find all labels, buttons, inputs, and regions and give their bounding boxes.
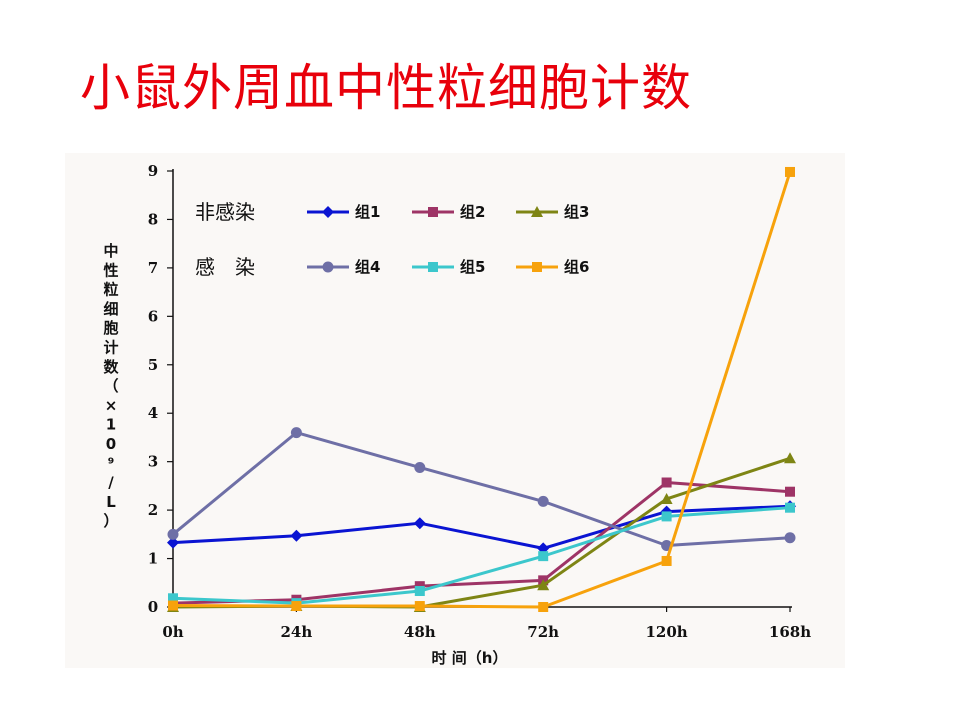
series-line-组6 bbox=[172, 171, 792, 609]
data-point-组5 bbox=[168, 593, 178, 604]
x-tick-label: 72h bbox=[527, 623, 559, 641]
y-axis-title-char: 计 bbox=[103, 339, 118, 357]
y-axis-title-char: 胞 bbox=[102, 319, 118, 337]
data-point-组4 bbox=[290, 427, 302, 439]
y-tick-label: 5 bbox=[148, 356, 158, 374]
y-axis-title-char: / bbox=[108, 474, 114, 492]
series-line-组5 bbox=[172, 506, 791, 605]
x-tick-label: 24h bbox=[281, 623, 313, 641]
y-axis-title-char: ⁹ bbox=[108, 454, 115, 472]
y-tick-label: 7 bbox=[148, 259, 158, 277]
data-point-组6 bbox=[661, 555, 672, 566]
data-point-组6 bbox=[291, 601, 302, 612]
x-tick-label: 120h bbox=[645, 623, 687, 641]
data-point-组5 bbox=[414, 586, 425, 597]
slide-title: 小鼠外周血中性粒细胞计数 bbox=[80, 59, 692, 117]
y-tick-label: 1 bbox=[148, 550, 158, 568]
y-axis-title-char: 1 bbox=[106, 416, 116, 434]
data-point-组2 bbox=[661, 477, 672, 488]
y-axis-title-char: 中 bbox=[103, 242, 118, 260]
series-line-组2 bbox=[172, 480, 791, 605]
y-axis-title-char: 数 bbox=[103, 358, 119, 376]
x-tick-label: 0h bbox=[162, 623, 183, 641]
y-tick-label: 8 bbox=[148, 210, 158, 228]
y-axis-title-char: ） bbox=[103, 512, 118, 530]
x-tick-label: 168h bbox=[769, 623, 811, 641]
legend-group-label: 感 染 bbox=[195, 255, 255, 279]
series-line-组1 bbox=[172, 504, 791, 550]
y-axis-title-char: 0 bbox=[106, 435, 116, 453]
y-axis-title-char: × bbox=[105, 396, 118, 414]
y-tick-label: 9 bbox=[148, 162, 158, 180]
legend-swatch-marker bbox=[322, 261, 334, 273]
x-tick-label: 48h bbox=[404, 623, 436, 641]
legend-swatch-marker bbox=[428, 207, 438, 217]
y-tick-label: 6 bbox=[148, 307, 158, 325]
y-tick-label: 0 bbox=[148, 598, 158, 616]
legend-entry-label: 组4 bbox=[355, 258, 380, 276]
data-point-组6 bbox=[414, 601, 425, 612]
y-axis-title-char: 性 bbox=[103, 261, 118, 279]
data-point-组4 bbox=[784, 532, 796, 544]
legend-entry-label: 组2 bbox=[460, 203, 485, 221]
y-tick-label: 2 bbox=[148, 501, 158, 519]
data-point-组6 bbox=[168, 600, 178, 611]
data-point-组5 bbox=[538, 551, 549, 562]
y-tick-label: 3 bbox=[148, 453, 158, 471]
legend-entry-label: 组1 bbox=[355, 203, 380, 221]
legend-group-label: 非感染 bbox=[195, 200, 255, 224]
data-point-组6 bbox=[538, 602, 549, 612]
y-axis-title-char: L bbox=[106, 493, 116, 511]
data-point-组1 bbox=[290, 529, 303, 542]
data-point-组2 bbox=[785, 486, 795, 497]
data-point-组1 bbox=[413, 517, 426, 530]
legend-swatch-marker bbox=[532, 262, 542, 272]
y-tick-label: 4 bbox=[148, 404, 158, 422]
data-point-组5 bbox=[785, 502, 795, 513]
y-axis-title-char: 细 bbox=[103, 300, 118, 318]
data-point-组1 bbox=[167, 536, 179, 549]
data-point-组3 bbox=[784, 452, 796, 464]
data-point-组4 bbox=[414, 461, 426, 473]
data-point-组3 bbox=[660, 492, 673, 504]
legend-swatch-marker bbox=[428, 262, 438, 272]
legend-swatch-marker bbox=[531, 206, 543, 217]
data-point-组5 bbox=[661, 511, 672, 522]
data-point-组4 bbox=[537, 495, 549, 507]
legend-swatch-marker bbox=[322, 206, 334, 218]
legend-entry-label: 组3 bbox=[564, 203, 589, 221]
data-point-组4 bbox=[167, 528, 179, 540]
legend-entry-label: 组6 bbox=[564, 258, 589, 276]
data-point-组3 bbox=[537, 579, 550, 591]
data-point-组6 bbox=[785, 166, 795, 177]
chart-panel: 0 1 2 3 4 5 6 7 8 9 0h 24h 48h 72h 120h 168h 时 间（h）中性粒细胞… bbox=[65, 153, 845, 668]
x-axis-title: 时 间（h） bbox=[432, 649, 508, 667]
y-axis-title-char: （ bbox=[103, 377, 118, 395]
series-line-组4 bbox=[172, 431, 791, 547]
y-axis-title-char: 粒 bbox=[103, 281, 118, 299]
legend-entry-label: 组5 bbox=[460, 258, 485, 276]
